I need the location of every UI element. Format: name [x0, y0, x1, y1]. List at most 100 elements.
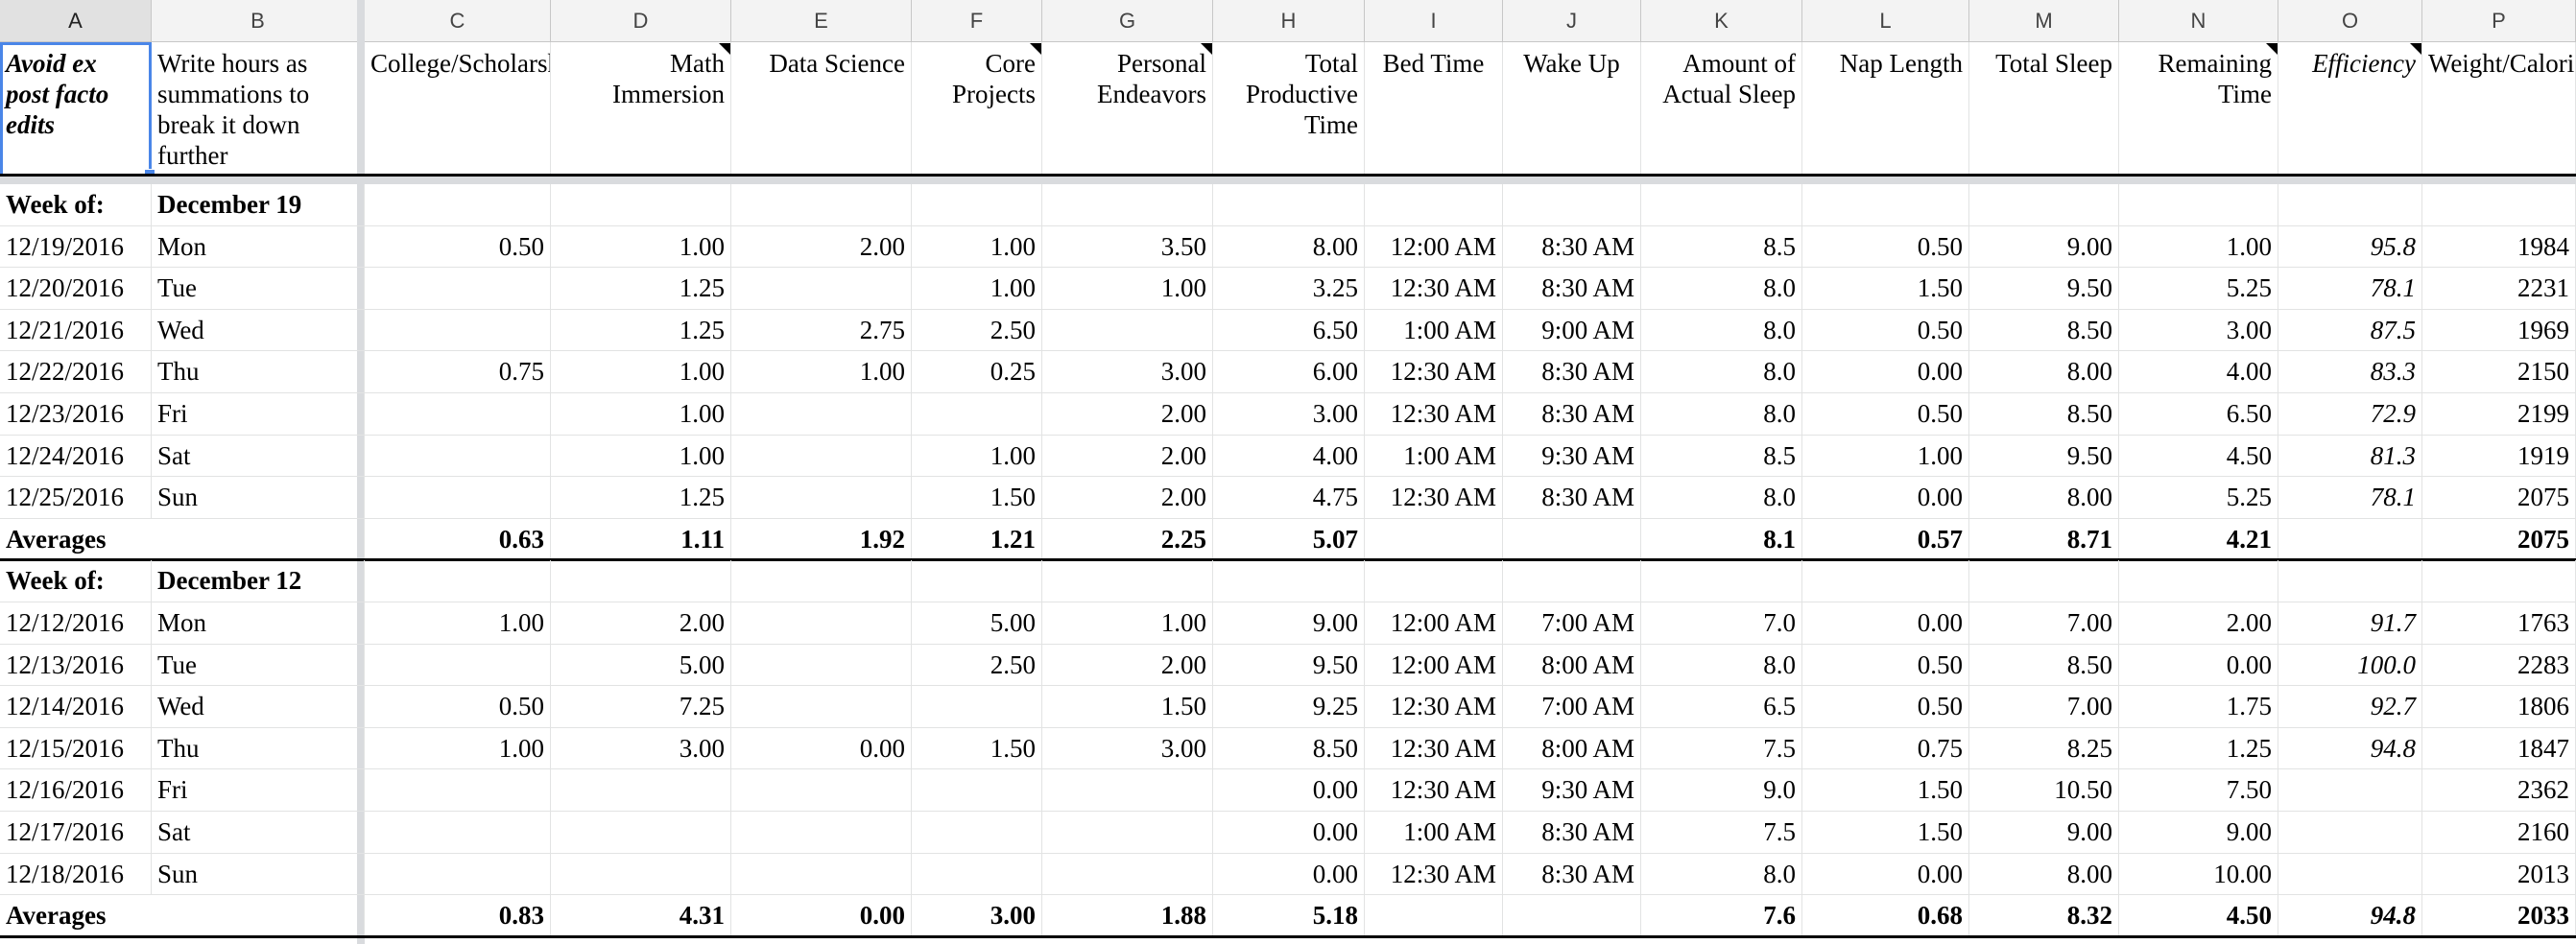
value-cell-d[interactable]: 5.00	[551, 644, 731, 687]
value-cell-i[interactable]: 1:00 AM	[1365, 812, 1503, 854]
day-cell[interactable]: Wed	[152, 309, 365, 352]
frozen-column-divider[interactable]	[357, 0, 365, 944]
day-cell[interactable]: Thu	[152, 351, 365, 393]
value-cell-g[interactable]	[1042, 853, 1213, 896]
day-cell[interactable]: Tue	[152, 644, 365, 687]
value-cell-i[interactable]: 12:30 AM	[1365, 686, 1503, 728]
value-cell-p[interactable]: 2283	[2422, 644, 2576, 687]
value-cell-f[interactable]	[912, 393, 1042, 436]
empty-cell[interactable]	[1641, 184, 1802, 226]
value-cell-f[interactable]	[912, 853, 1042, 896]
date-cell[interactable]: 12/15/2016	[0, 727, 152, 770]
value-cell-h[interactable]: 3.25	[1213, 268, 1365, 310]
value-cell-g[interactable]: 1.00	[1042, 268, 1213, 310]
column-header-o[interactable]: O	[2278, 0, 2422, 42]
value-cell-k[interactable]: 8.0	[1641, 309, 1802, 352]
value-cell-f[interactable]: 1.00	[912, 268, 1042, 310]
header-cell-c[interactable]: College/Scholarships/FinAid	[365, 42, 551, 177]
day-cell[interactable]: Sat	[152, 812, 365, 854]
value-cell-k[interactable]: 8.0	[1641, 644, 1802, 687]
day-cell[interactable]: Wed	[152, 686, 365, 728]
value-cell-c[interactable]	[365, 812, 551, 854]
average-cell-p[interactable]: 2075	[2422, 518, 2576, 561]
column-header-i[interactable]: I	[1365, 0, 1503, 42]
day-cell[interactable]: Mon	[152, 602, 365, 645]
comment-indicator-icon[interactable]	[2410, 43, 2421, 55]
empty-cell[interactable]	[1641, 560, 1802, 602]
value-cell-d[interactable]	[551, 812, 731, 854]
value-cell-j[interactable]: 8:30 AM	[1503, 351, 1641, 393]
value-cell-i[interactable]: 12:00 AM	[1365, 225, 1503, 269]
value-cell-e[interactable]	[731, 268, 912, 310]
date-cell[interactable]: 12/18/2016	[0, 853, 152, 896]
column-header-f[interactable]: F	[912, 0, 1042, 42]
value-cell-e[interactable]: 2.75	[731, 309, 912, 352]
date-cell[interactable]: 12/14/2016	[0, 686, 152, 728]
value-cell-n[interactable]: 1.75	[2119, 686, 2278, 728]
value-cell-h[interactable]: 8.50	[1213, 727, 1365, 770]
header-cell-d[interactable]: Math Immersion	[551, 42, 731, 177]
date-cell[interactable]: 12/16/2016	[0, 769, 152, 812]
value-cell-i[interactable]: 12:00 AM	[1365, 602, 1503, 645]
day-cell[interactable]: Sat	[152, 435, 365, 478]
value-cell-n[interactable]: 4.50	[2119, 435, 2278, 478]
value-cell-e[interactable]: 1.00	[731, 351, 912, 393]
empty-cell[interactable]	[1042, 184, 1213, 226]
value-cell-i[interactable]: 12:30 AM	[1365, 393, 1503, 436]
value-cell-c[interactable]: 1.00	[365, 602, 551, 645]
value-cell-n[interactable]: 0.00	[2119, 644, 2278, 687]
value-cell-k[interactable]: 7.0	[1641, 602, 1802, 645]
value-cell-e[interactable]	[731, 477, 912, 519]
empty-cell[interactable]	[365, 184, 551, 226]
value-cell-o[interactable]	[2278, 812, 2422, 854]
header-cell-b[interactable]: Write hours as summations to break it do…	[152, 42, 365, 177]
value-cell-h[interactable]: 6.00	[1213, 351, 1365, 393]
header-cell-f[interactable]: Core Projects	[912, 42, 1042, 177]
value-cell-k[interactable]: 8.5	[1641, 225, 1802, 269]
average-cell-m[interactable]: 8.71	[1969, 518, 2119, 561]
value-cell-k[interactable]: 7.5	[1641, 727, 1802, 770]
value-cell-j[interactable]: 9:30 AM	[1503, 435, 1641, 478]
empty-cell[interactable]	[1969, 184, 2119, 226]
average-cell-e[interactable]: 0.00	[731, 895, 912, 937]
header-cell-m[interactable]: Total Sleep	[1969, 42, 2119, 177]
value-cell-k[interactable]: 9.0	[1641, 769, 1802, 812]
value-cell-h[interactable]: 8.00	[1213, 225, 1365, 269]
value-cell-i[interactable]: 12:30 AM	[1365, 268, 1503, 310]
day-cell[interactable]: Tue	[152, 268, 365, 310]
header-cell-g[interactable]: Personal Endeavors	[1042, 42, 1213, 177]
average-cell-g[interactable]: 1.88	[1042, 895, 1213, 937]
value-cell-g[interactable]	[1042, 309, 1213, 352]
value-cell-p[interactable]: 1763	[2422, 602, 2576, 645]
value-cell-f[interactable]	[912, 686, 1042, 728]
value-cell-j[interactable]: 8:30 AM	[1503, 268, 1641, 310]
empty-cell[interactable]	[731, 184, 912, 226]
value-cell-c[interactable]	[365, 769, 551, 812]
value-cell-j[interactable]: 8:00 AM	[1503, 644, 1641, 687]
value-cell-l[interactable]: 1.50	[1802, 268, 1969, 310]
value-cell-i[interactable]: 12:30 AM	[1365, 351, 1503, 393]
average-cell-m[interactable]: 8.32	[1969, 895, 2119, 937]
header-cell-p[interactable]: Weight/Calories	[2422, 42, 2576, 177]
value-cell-g[interactable]: 1.00	[1042, 602, 1213, 645]
column-header-n[interactable]: N	[2119, 0, 2278, 42]
empty-cell[interactable]	[2422, 560, 2576, 602]
value-cell-p[interactable]: 1984	[2422, 225, 2576, 269]
value-cell-p[interactable]: 1847	[2422, 727, 2576, 770]
empty-cell[interactable]	[1365, 184, 1503, 226]
value-cell-h[interactable]: 9.25	[1213, 686, 1365, 728]
value-cell-f[interactable]: 1.50	[912, 727, 1042, 770]
empty-cell[interactable]	[551, 560, 731, 602]
value-cell-e[interactable]	[731, 853, 912, 896]
average-cell-g[interactable]: 2.25	[1042, 518, 1213, 561]
header-cell-h[interactable]: Total Productive Time	[1213, 42, 1365, 177]
value-cell-d[interactable]: 1.25	[551, 268, 731, 310]
value-cell-g[interactable]: 2.00	[1042, 435, 1213, 478]
empty-cell[interactable]	[2119, 560, 2278, 602]
average-cell-f[interactable]: 3.00	[912, 895, 1042, 937]
value-cell-h[interactable]: 9.00	[1213, 602, 1365, 645]
value-cell-p[interactable]: 1969	[2422, 309, 2576, 352]
average-cell-j[interactable]	[1503, 895, 1641, 937]
value-cell-c[interactable]	[365, 268, 551, 310]
average-cell-h[interactable]: 5.07	[1213, 518, 1365, 561]
